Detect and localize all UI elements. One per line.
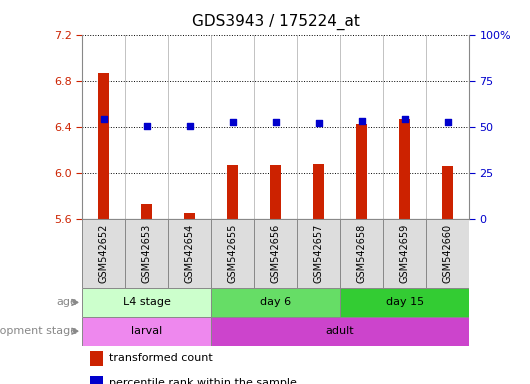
Bar [340, 219, 383, 288]
Text: adult: adult [326, 326, 355, 336]
Point [228, 119, 237, 125]
Point [314, 120, 323, 126]
Text: L4 stage: L4 stage [123, 297, 171, 308]
Text: day 6: day 6 [260, 297, 291, 308]
Text: GSM542656: GSM542656 [271, 224, 280, 283]
Text: day 15: day 15 [385, 297, 423, 308]
Bar [270, 165, 281, 219]
Text: GSM542660: GSM542660 [443, 224, 453, 283]
Text: transformed count: transformed count [109, 353, 213, 363]
Text: GSM542658: GSM542658 [357, 224, 367, 283]
Bar [399, 119, 410, 219]
Text: development stage: development stage [0, 326, 77, 336]
Bar [297, 219, 340, 288]
Bar [254, 219, 297, 288]
Bar [211, 288, 340, 317]
Bar [82, 288, 211, 317]
Bar [356, 124, 367, 219]
Bar [340, 288, 469, 317]
Bar [125, 219, 168, 288]
Bar [383, 219, 426, 288]
Bar [313, 164, 324, 219]
Bar [82, 317, 211, 346]
Text: GSM542657: GSM542657 [314, 224, 324, 283]
Point [143, 122, 151, 129]
Title: GDS3943 / 175224_at: GDS3943 / 175224_at [192, 14, 359, 30]
Text: GSM542652: GSM542652 [99, 224, 109, 283]
Bar [227, 165, 238, 219]
Bar [211, 219, 254, 288]
Bar [426, 219, 469, 288]
Bar [90, 376, 103, 384]
Point [357, 118, 366, 124]
Point [443, 119, 452, 125]
Text: GSM542653: GSM542653 [142, 224, 152, 283]
Text: percentile rank within the sample: percentile rank within the sample [109, 378, 297, 384]
Bar [168, 219, 211, 288]
Bar [142, 204, 152, 219]
Text: GSM542659: GSM542659 [400, 224, 410, 283]
Point [186, 122, 194, 129]
Bar [82, 219, 125, 288]
Text: age: age [56, 297, 77, 308]
Bar [442, 166, 453, 219]
Text: larval: larval [131, 326, 162, 336]
Bar [98, 73, 109, 219]
Text: GSM542655: GSM542655 [227, 224, 237, 283]
Point [271, 119, 280, 125]
Text: GSM542654: GSM542654 [184, 224, 195, 283]
Point [400, 116, 409, 122]
Bar [184, 213, 195, 219]
Bar [90, 351, 103, 366]
Point [100, 116, 108, 122]
Bar [211, 317, 469, 346]
